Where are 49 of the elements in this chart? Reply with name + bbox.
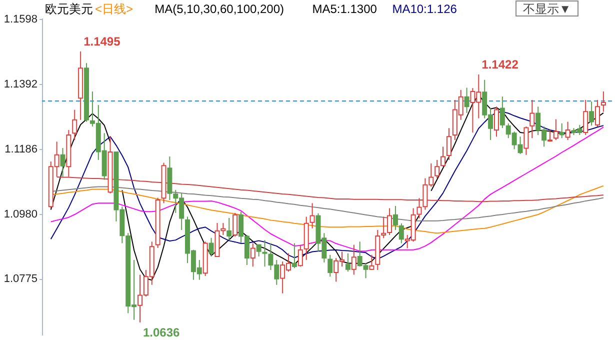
text: MA(5,10,30,60,100,200) [154,2,284,16]
candlestick [208,237,214,257]
annotation: 1.1422 [482,57,519,72]
candlestick [345,252,350,272]
y-tick-label: 1.1186 [4,143,38,156]
candlestick [72,109,78,141]
candlestick [256,244,262,257]
candlestick [369,254,374,271]
candlestick [524,126,529,156]
candlestick [387,208,392,236]
annotation: 1.0636 [142,325,180,340]
candlestick [530,100,535,139]
annotation: 1.1495 [84,34,121,48]
candlestick [446,128,452,160]
y-tick-label: 1.1392 [4,78,38,90]
candlestick [226,217,232,241]
candlestick [60,147,66,178]
candlestick [292,242,297,269]
candlestick [600,90,606,112]
candlestick [351,244,356,276]
candlestick [594,100,600,128]
text: MA10:1.126 [392,2,458,16]
chart-title: 欧元美元 [45,2,93,16]
candlestick [500,96,505,129]
text: MA5:1.1300 [312,2,378,16]
y-tick-label: 1.0775 [4,273,38,286]
candlestick [464,87,470,114]
candlestick [553,118,558,141]
candlestick [416,198,422,219]
candlestick [434,159,440,179]
candlestick [310,202,315,229]
candlestick [250,242,256,268]
candlestick [565,121,570,141]
candlestick [583,100,588,136]
text: <日线> [95,2,134,16]
candlestick [262,240,268,268]
y-tick-label: 1.1598 [4,13,38,26]
candlestick [232,212,238,238]
text: 不显示▼ [523,2,571,16]
candlestick [328,254,333,278]
candlestick [494,106,499,138]
candlestick [559,122,564,139]
candlestick [298,244,303,268]
candlestick [589,101,594,126]
candlestick [392,205,398,230]
candlestick [440,146,446,168]
candlestick [381,216,386,239]
y-tick-label: 1.0980 [4,208,38,220]
candlestick [398,222,404,244]
